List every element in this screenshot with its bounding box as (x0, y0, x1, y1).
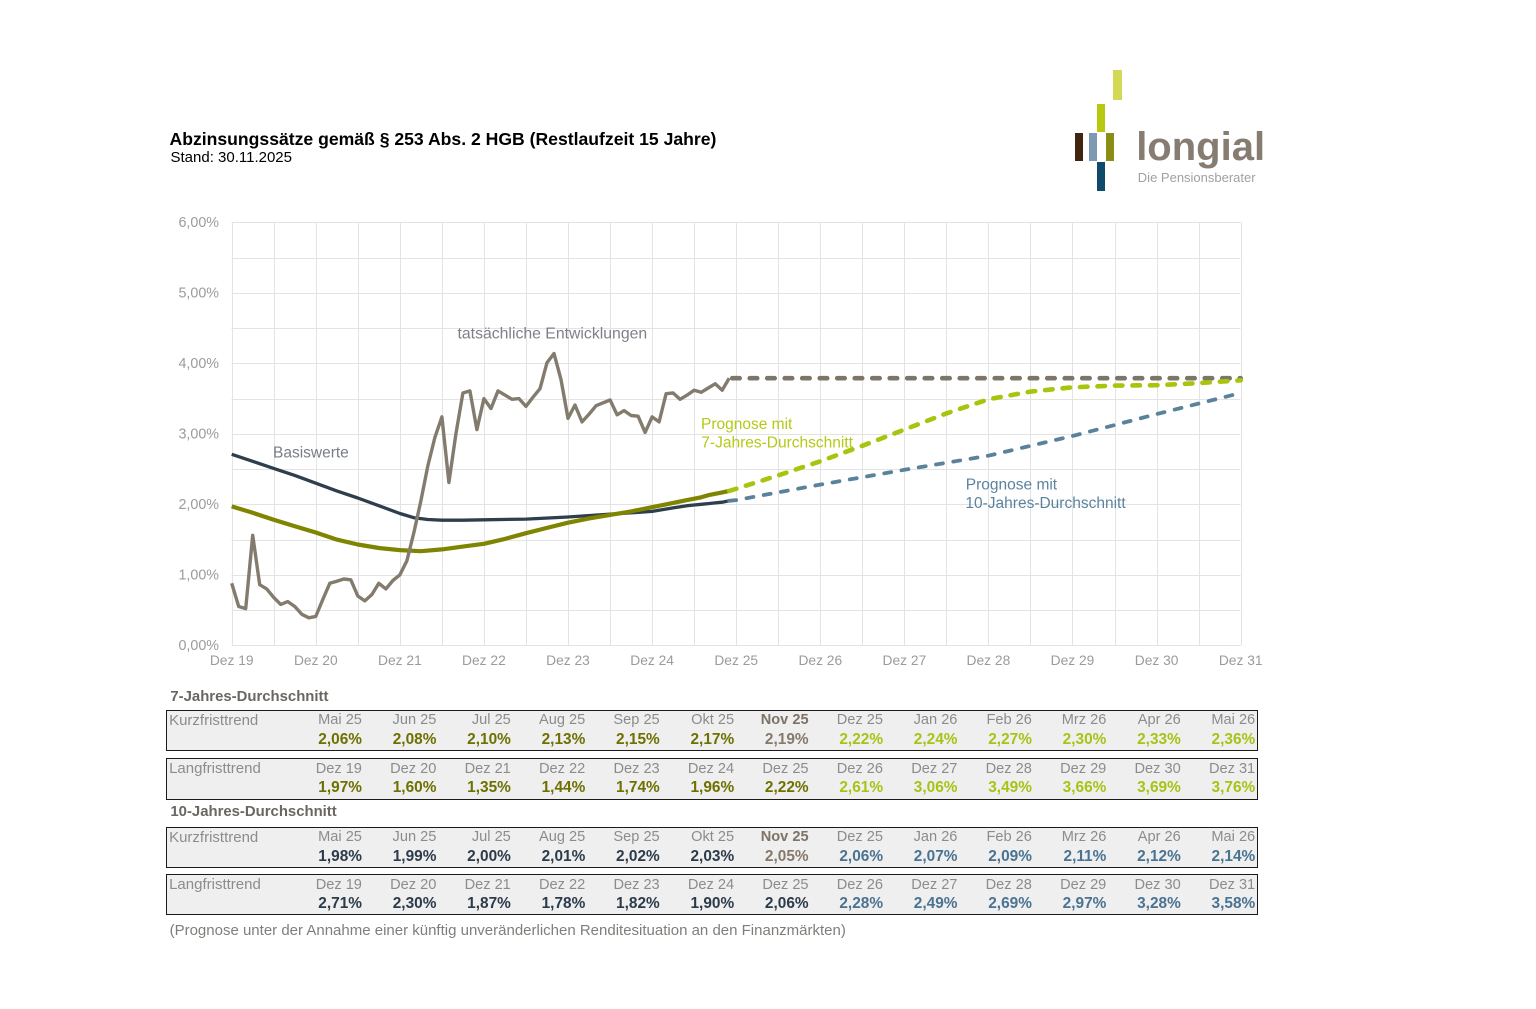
svg-text:3,00%: 3,00% (178, 427, 219, 443)
svg-text:Dez 21: Dez 21 (378, 653, 422, 668)
svg-text:Dez 30: Dez 30 (1135, 653, 1179, 668)
svg-text:Dez 22: Dez 22 (462, 653, 506, 668)
svg-text:Prognose mit: Prognose mit (966, 477, 1058, 494)
svg-text:Dez 25: Dez 25 (714, 653, 758, 668)
svg-text:4,00%: 4,00% (178, 356, 219, 372)
svg-text:Prognose mit: Prognose mit (701, 416, 793, 433)
svg-text:1,00%: 1,00% (178, 568, 219, 584)
svg-text:Dez 20: Dez 20 (294, 653, 338, 668)
svg-text:5,00%: 5,00% (178, 286, 219, 302)
svg-text:2,00%: 2,00% (178, 497, 219, 513)
svg-text:Dez 31: Dez 31 (1219, 653, 1263, 668)
svg-text:Dez 28: Dez 28 (967, 653, 1011, 668)
svg-text:tatsächliche Entwicklungen: tatsächliche Entwicklungen (458, 326, 648, 343)
svg-text:0,00%: 0,00% (178, 638, 219, 654)
svg-text:6,00%: 6,00% (178, 215, 219, 231)
svg-text:Dez 29: Dez 29 (1051, 653, 1095, 668)
svg-text:7-Jahres-Durchschnitt: 7-Jahres-Durchschnitt (701, 435, 853, 452)
svg-text:Dez 23: Dez 23 (546, 653, 590, 668)
svg-text:Dez 27: Dez 27 (883, 653, 927, 668)
svg-text:Dez 26: Dez 26 (798, 653, 842, 668)
svg-text:Basiswerte: Basiswerte (273, 445, 349, 462)
svg-text:Dez 24: Dez 24 (630, 653, 674, 668)
svg-text:Dez 19: Dez 19 (210, 653, 254, 668)
svg-text:10-Jahres-Durchschnitt: 10-Jahres-Durchschnitt (965, 495, 1126, 512)
